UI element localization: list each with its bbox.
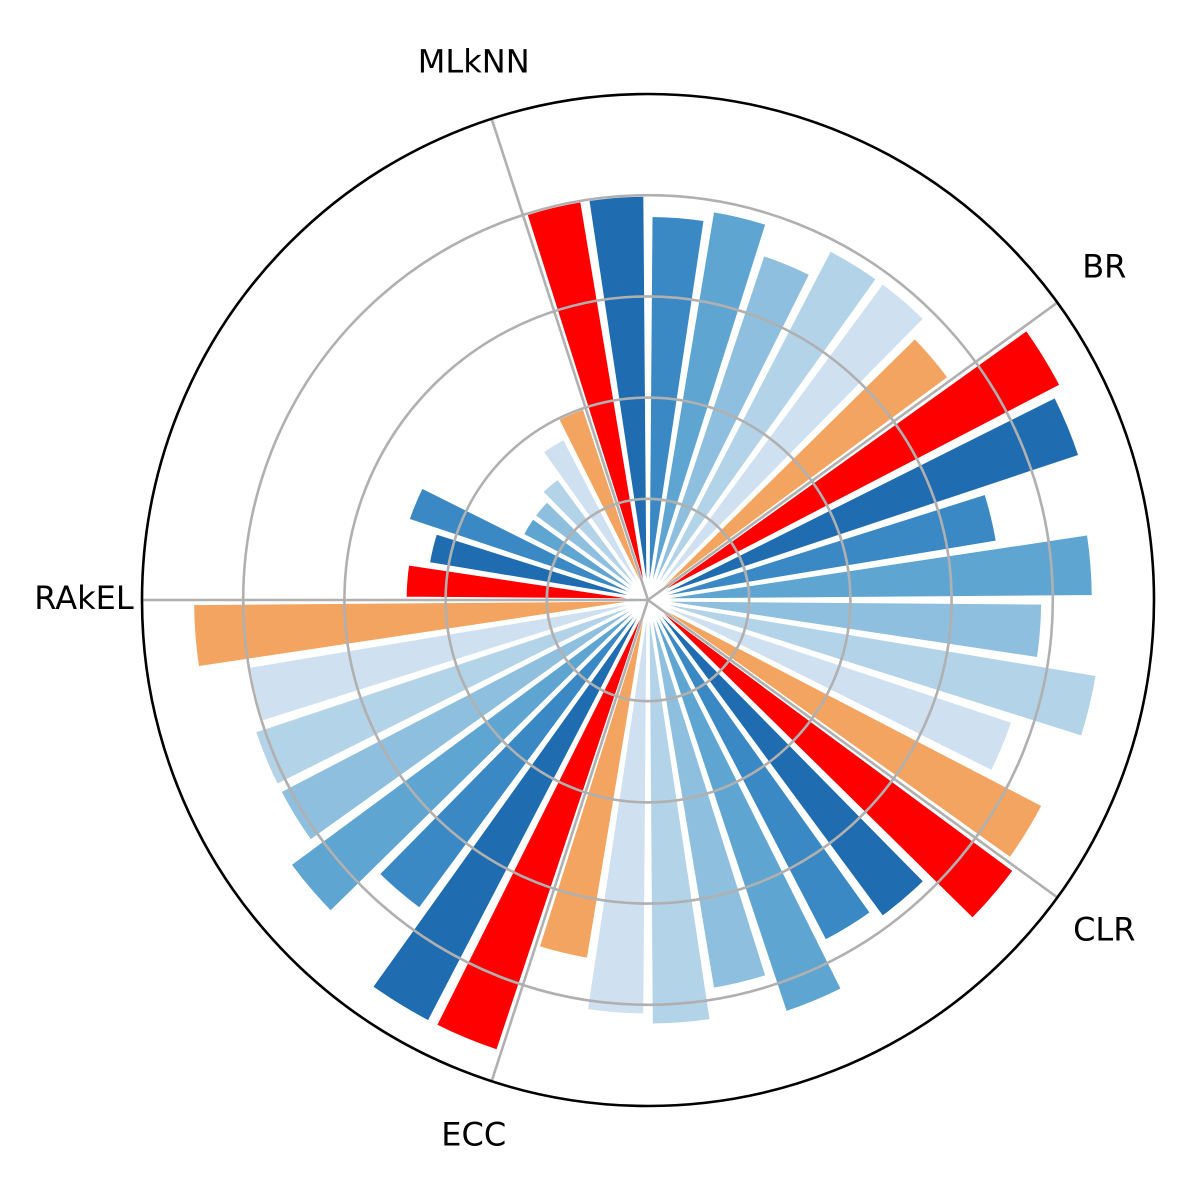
bar-clr-7: [584, 599, 650, 1017]
bar-ecc-6: [252, 598, 649, 788]
category-label-mlknn: MLkNN: [418, 43, 530, 81]
category-label-br: BR: [1082, 247, 1126, 285]
bar-br-5: [647, 598, 1045, 661]
bar-ecc-4: [287, 598, 650, 915]
category-label-rakel: RAkEL: [34, 579, 134, 617]
bar-ecc-5: [277, 598, 649, 844]
bar-ecc-2: [369, 599, 650, 1025]
bar-rakel-7: [539, 436, 650, 601]
bar-mlknn-5: [646, 252, 813, 601]
spoke-br: [647, 301, 1059, 602]
bar-rakel-5: [531, 498, 650, 602]
polar-outer-ring: [140, 92, 1156, 1108]
bar-br-2: [647, 394, 1082, 602]
bar-mlknn-3: [646, 213, 707, 601]
bar-br-1: [647, 327, 1064, 602]
bar-clr-1: [646, 598, 1017, 922]
bar-rakel-4: [520, 515, 649, 602]
bar-ecc-8: [191, 598, 649, 670]
bar-rakel-6: [539, 475, 650, 602]
bar-ecc-1: [433, 599, 650, 1054]
bar-mlknn-6: [646, 247, 880, 601]
spoke-ecc: [490, 599, 650, 1082]
bar-br-6: [647, 598, 1099, 740]
bar-clr-4: [646, 599, 845, 1015]
bar-br-3: [647, 491, 1000, 602]
bar-br-4: [647, 532, 1095, 602]
bar-clr-6: [646, 599, 713, 1027]
category-label-clr: CLR: [1073, 911, 1135, 949]
bar-ecc-3: [376, 598, 650, 912]
spoke-mlknn: [490, 118, 650, 601]
bar-clr-2: [646, 598, 928, 920]
bar-rakel-3: [406, 484, 649, 602]
bar-br-8: [647, 598, 1046, 861]
spoke-clr: [647, 598, 1059, 899]
bar-clr-8: [536, 599, 650, 962]
category-label-ecc: ECC: [441, 1115, 506, 1153]
bar-mlknn-7: [646, 280, 928, 602]
